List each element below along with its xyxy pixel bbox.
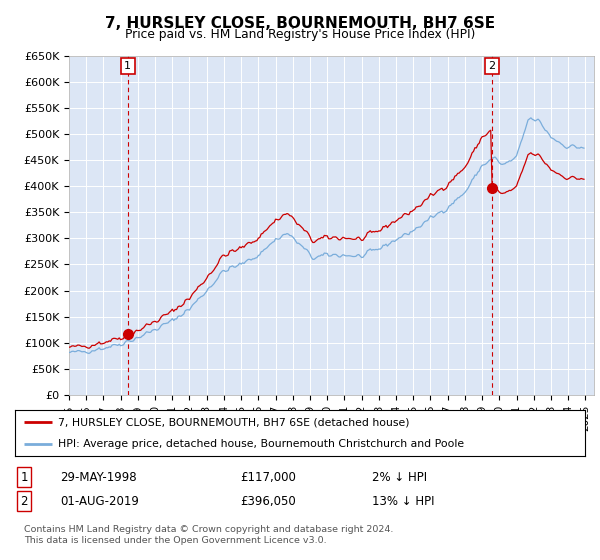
Text: £117,000: £117,000 — [240, 470, 296, 484]
Text: 01-AUG-2019: 01-AUG-2019 — [60, 494, 139, 508]
Text: 2: 2 — [488, 61, 496, 71]
Text: 7, HURSLEY CLOSE, BOURNEMOUTH, BH7 6SE (detached house): 7, HURSLEY CLOSE, BOURNEMOUTH, BH7 6SE (… — [58, 417, 409, 427]
Text: Price paid vs. HM Land Registry's House Price Index (HPI): Price paid vs. HM Land Registry's House … — [125, 28, 475, 41]
Text: 29-MAY-1998: 29-MAY-1998 — [60, 470, 137, 484]
Text: 2: 2 — [20, 494, 28, 508]
Text: HPI: Average price, detached house, Bournemouth Christchurch and Poole: HPI: Average price, detached house, Bour… — [58, 439, 464, 449]
Text: £396,050: £396,050 — [240, 494, 296, 508]
Text: 13% ↓ HPI: 13% ↓ HPI — [372, 494, 434, 508]
Text: 1: 1 — [124, 61, 131, 71]
Text: 7, HURSLEY CLOSE, BOURNEMOUTH, BH7 6SE: 7, HURSLEY CLOSE, BOURNEMOUTH, BH7 6SE — [105, 16, 495, 31]
Text: 2% ↓ HPI: 2% ↓ HPI — [372, 470, 427, 484]
Text: Contains HM Land Registry data © Crown copyright and database right 2024.
This d: Contains HM Land Registry data © Crown c… — [24, 525, 394, 545]
Text: 1: 1 — [20, 470, 28, 484]
